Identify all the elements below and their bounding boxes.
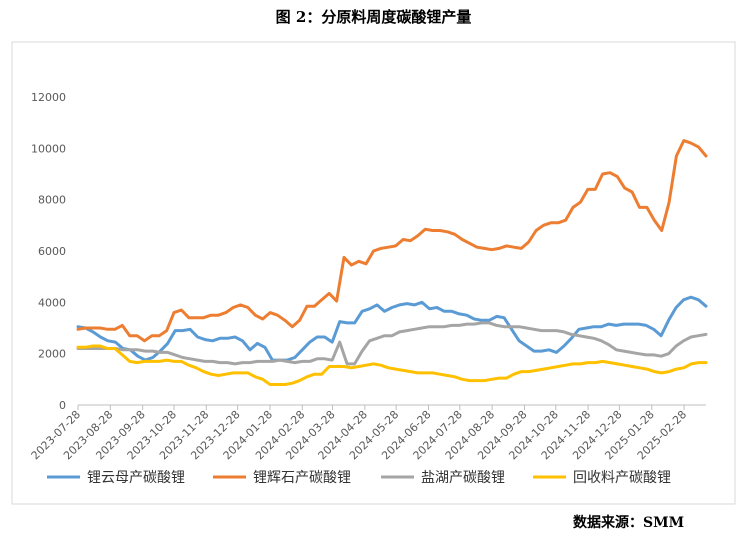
series-line-0 (76, 295, 708, 362)
legend-label: 锂云母产碳酸锂 (87, 470, 185, 486)
y-tick-label: 2000 (38, 348, 66, 361)
legend-label: 回收料产碳酸锂 (573, 470, 671, 486)
y-tick-label: 8000 (38, 194, 66, 207)
legend-label: 锂辉石产碳酸锂 (253, 470, 351, 486)
chart-title: 图 2：分原料周度碳酸锂产量 (275, 8, 472, 26)
chart-area-border (11, 41, 736, 505)
y-tick-label: 0 (59, 399, 66, 412)
series-lines (76, 139, 708, 386)
y-tick-label: 10000 (31, 142, 66, 155)
x-axis: 2023-07-282023-08-282023-09-282023-10-28… (29, 405, 689, 462)
y-tick-label: 4000 (38, 296, 66, 309)
series-line-3 (76, 344, 708, 386)
series-line-1 (76, 139, 708, 343)
data-source: 数据来源：SMM (573, 515, 685, 531)
legend-label: 盐湖产碳酸锂 (421, 470, 505, 486)
y-axis: 0 2000 4000 6000 8000 10000 12000 (31, 91, 66, 412)
y-tick-label: 12000 (31, 91, 66, 104)
y-tick-label: 6000 (38, 245, 66, 258)
series-line-2 (76, 321, 708, 366)
legend: 锂云母产碳酸锂 锂辉石产碳酸锂 盐湖产碳酸锂 回收料产碳酸锂 (47, 470, 671, 486)
